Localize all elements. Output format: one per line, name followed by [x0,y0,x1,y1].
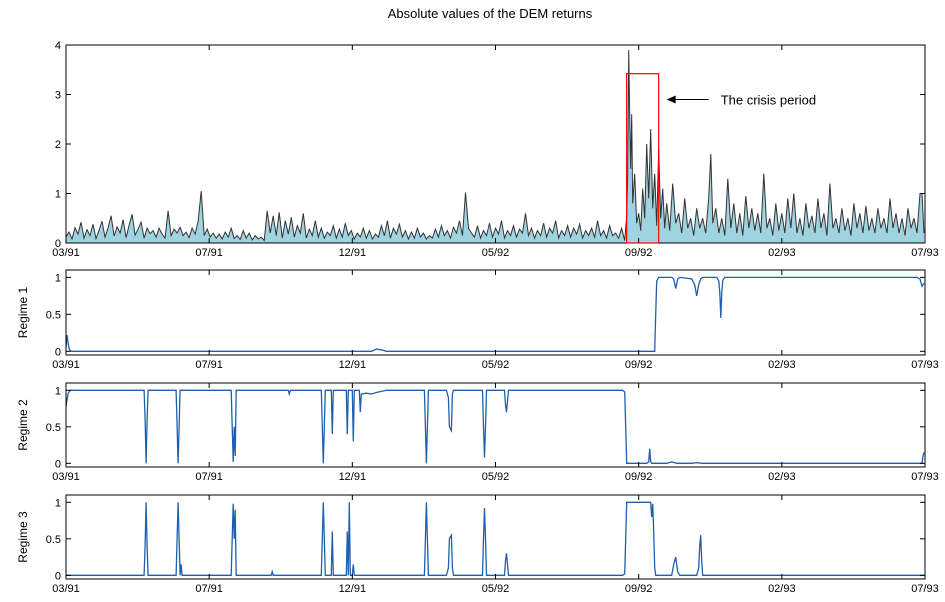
x-tick-label: 09/92 [625,583,653,595]
y-tick-label: 0 [55,570,61,582]
y-tick-label: 1 [55,385,61,397]
y-axis-label: Regime 1 [16,286,30,338]
x-tick-label: 07/93 [911,471,939,483]
x-tick-label: 12/91 [339,247,367,259]
chart-title: Absolute values of the DEM returns [388,6,593,21]
y-axis-label: Regime 3 [16,511,30,563]
crisis-period-box [626,73,660,244]
x-tick-label: 05/92 [482,583,510,595]
x-tick-label: 12/91 [339,583,367,595]
y-tick-label: 0 [55,238,61,250]
y-tick-label: 3 [55,90,61,102]
panel-regime1: 03/91 07/91 12/91 05/92 09/92 02/93 07/93 0 0.5 1… [16,269,939,371]
axes-frame [65,382,926,468]
series-area-fill [66,50,924,243]
x-tick-label: 03/91 [52,583,80,595]
y-tick-label: 2 [55,139,61,151]
x-tick-label: 03/91 [52,359,80,371]
annotation-label: The crisis period [721,92,816,107]
y-tick-label: 1 [55,497,61,509]
x-tick-label: 09/92 [625,471,653,483]
x-tick-label: 12/91 [339,471,367,483]
y-tick-label: 4 [55,40,61,52]
series-line [66,501,924,576]
axes-frame [65,44,926,244]
axes-frame [65,494,926,580]
x-tick-label: 03/91 [52,471,80,483]
annotation-arrow-head [666,95,676,104]
x-tick-label: 07/91 [195,471,223,483]
y-tick-label: 1 [55,189,61,201]
axes-frame [65,269,926,356]
x-tick-label: 05/92 [482,247,510,259]
x-tick-label: 09/92 [625,247,653,259]
series-line [65,49,925,242]
x-tick-label: 07/93 [911,247,939,259]
chart-panels: 03/91 07/91 12/91 05/92 09/92 02/93 07/93 0 1 2 3 4… [16,40,939,595]
x-tick-label: 02/93 [768,247,796,259]
x-tick-label: 07/91 [195,583,223,595]
y-tick-label: 0.5 [46,534,61,546]
y-tick-label: 1 [55,272,61,284]
x-tick-label: 09/92 [625,359,653,371]
panel-regime3: 03/91 07/91 12/91 05/92 09/92 02/93 07/93 0 0.5 1… [16,494,939,595]
x-tick-label: 05/92 [482,471,510,483]
series-line [65,389,925,464]
x-tick-label: 07/91 [195,359,223,371]
y-axis-label: Regime 2 [16,399,30,451]
x-tick-label: 07/91 [195,247,223,259]
panel-regime2: 03/91 07/91 12/91 05/92 09/92 02/93 07/93 0 0.5 1… [16,382,939,483]
x-tick-label: 12/91 [339,359,367,371]
y-tick-label: 0.5 [46,309,61,321]
x-tick-label: 03/91 [52,247,80,259]
y-tick-label: 0 [55,346,61,358]
x-tick-label: 02/93 [768,583,796,595]
x-tick-label: 07/93 [911,359,939,371]
x-tick-label: 02/93 [768,471,796,483]
x-tick-label: 07/93 [911,583,939,595]
panel-returns: 03/91 07/91 12/91 05/92 09/92 02/93 07/93 0 1 2 3 4… [52,40,939,259]
x-tick-label: 05/92 [482,359,510,371]
x-tick-label: 02/93 [768,359,796,371]
y-tick-label: 0.5 [46,422,61,434]
series-line [65,276,925,352]
y-tick-label: 0 [55,458,61,470]
